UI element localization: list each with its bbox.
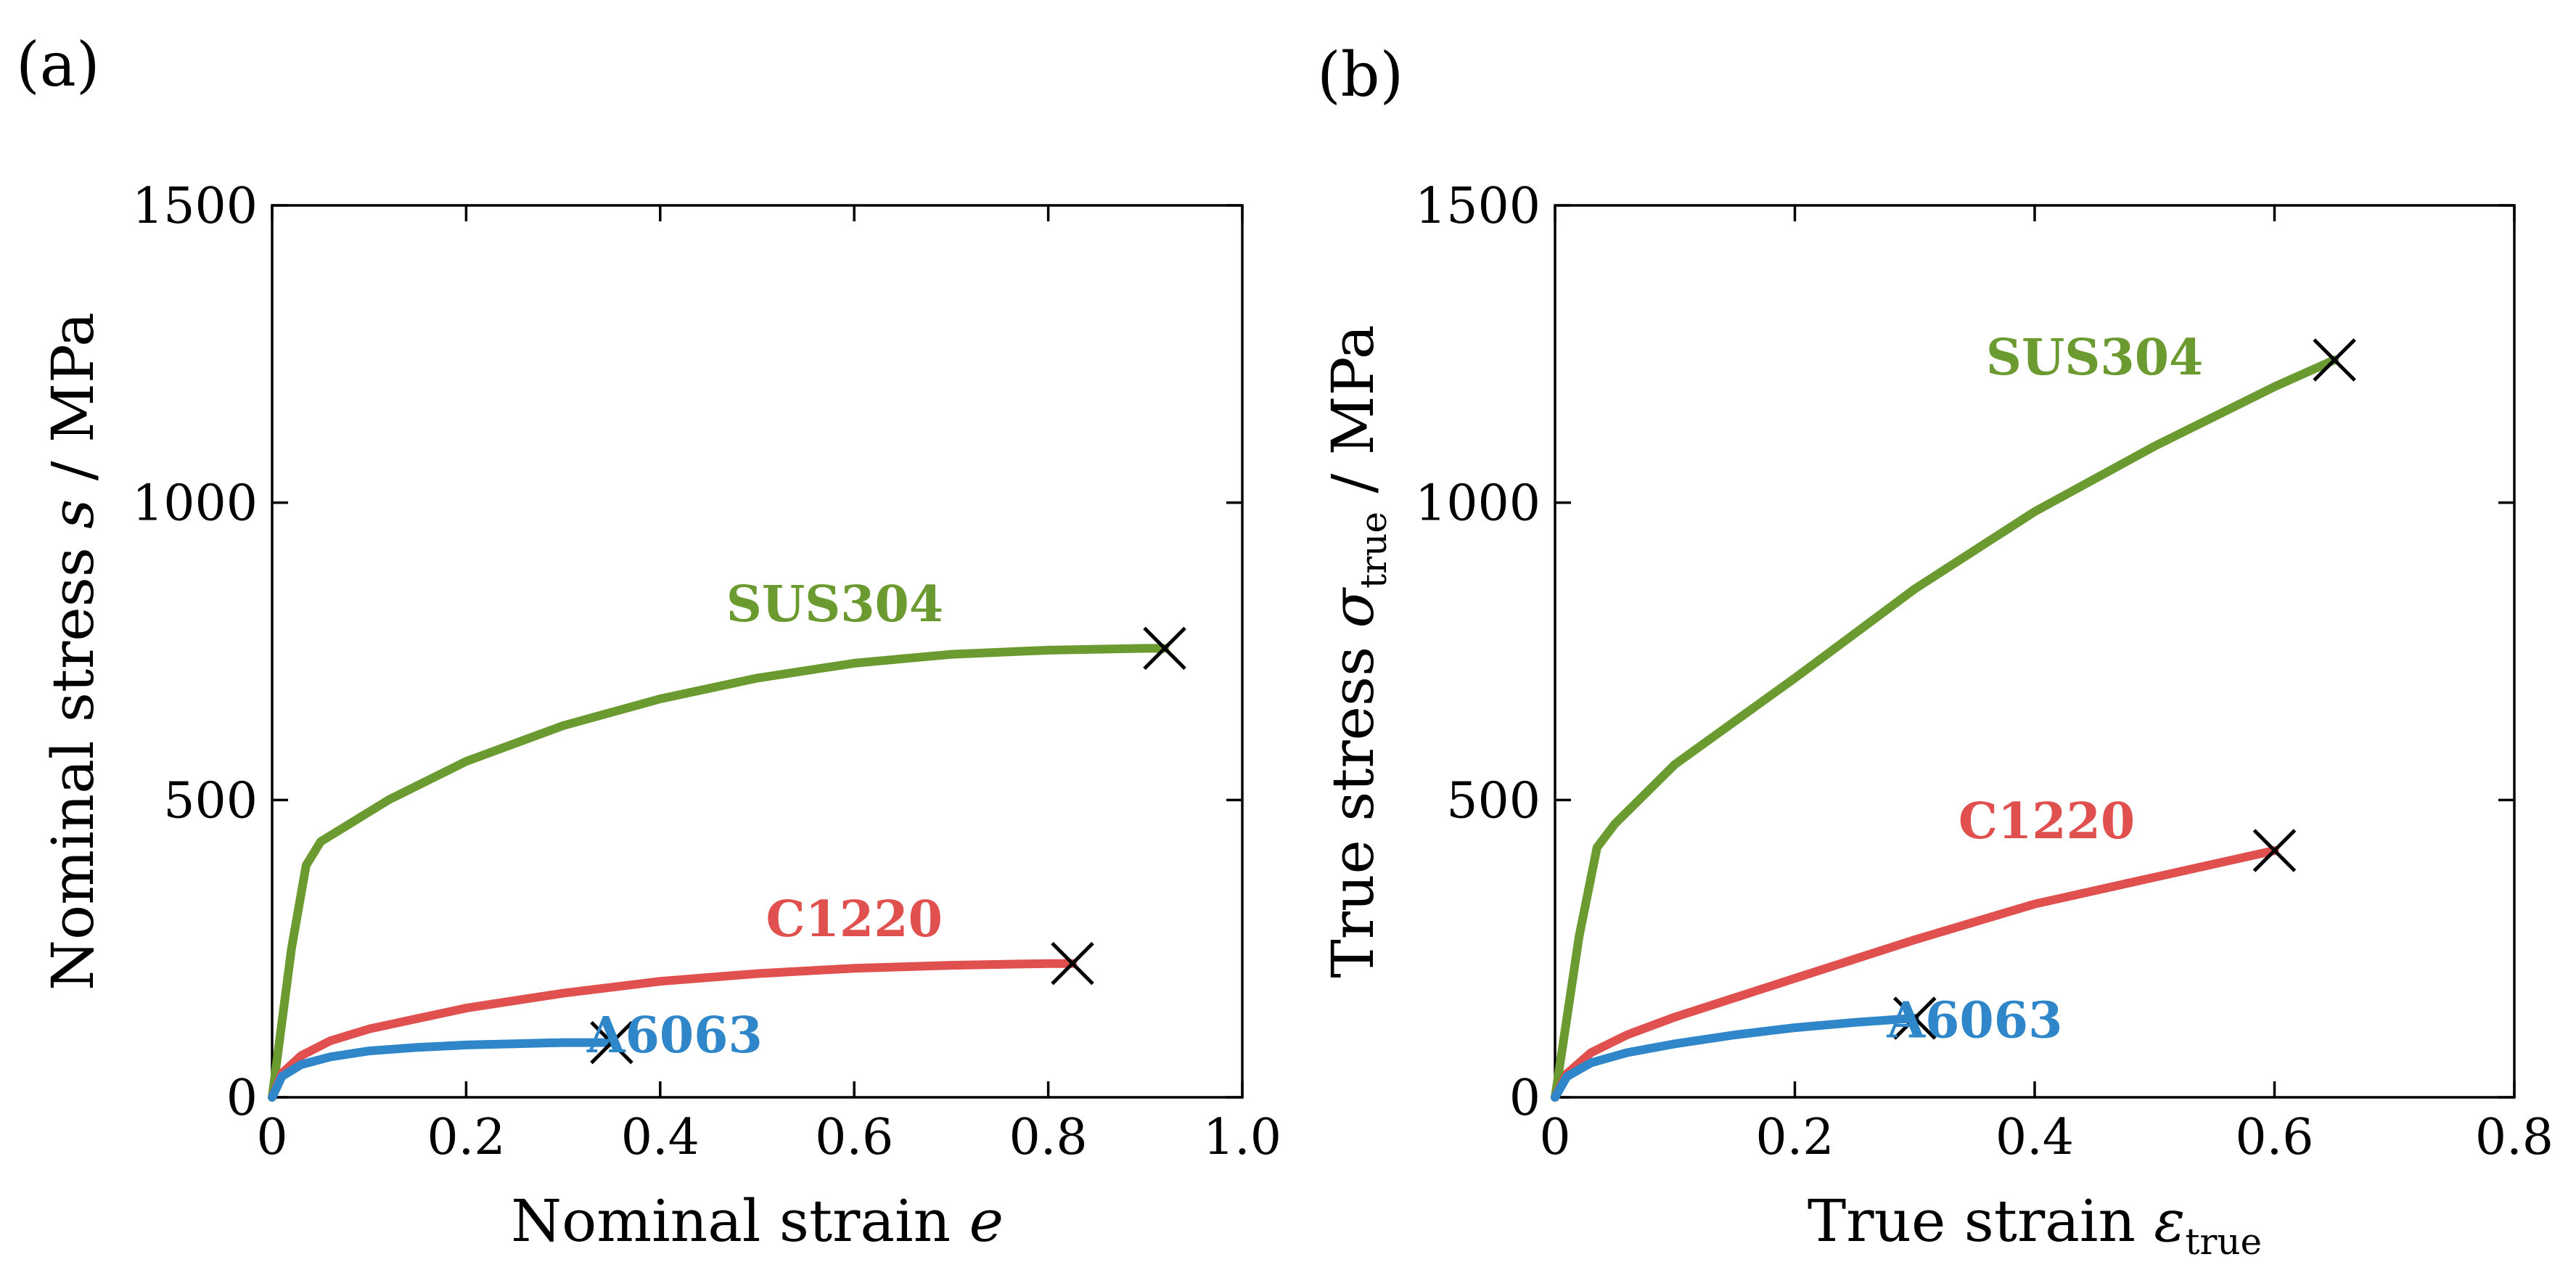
- panel-a-c1220-fracture-mark: [1051, 941, 1094, 986]
- panel-b-x-tick-label: 0.8: [2475, 1109, 2554, 1166]
- panel-b-y-tick-label: 1500: [1415, 178, 1541, 235]
- panel-b-sus304-fracture-mark: [2313, 338, 2356, 382]
- panel-a-c1220-label: C1220: [766, 890, 943, 949]
- panel-a-a6063-curve: [268, 1038, 616, 1102]
- panel-b-x-tick-label: 0.4: [1995, 1109, 2074, 1166]
- panel-a-plot-frame: [271, 204, 1244, 1099]
- panel-b-chart: (b) 0 0.2 0.4 0.6 0.8 0 500 1000 1500 True strain …: [1317, 39, 2554, 1263]
- panel-a-y-tick-label: 0: [226, 1070, 258, 1127]
- panel-a-x-tick-label: 0.8: [1009, 1109, 1088, 1166]
- panel-b-sus304-curve: [1551, 356, 2339, 1102]
- panel-a-y-axis-title: Nominal stress s / MPa: [39, 312, 107, 991]
- panel-a-sus304-curve: [268, 644, 1169, 1102]
- panel-a-x-axis-title: Nominal strain e: [511, 1187, 1004, 1255]
- panel-a-x-tick-label: 0: [256, 1109, 287, 1166]
- panel-b-c1220-curve: [1551, 846, 2279, 1102]
- panel-a-x-tick-label: 0.6: [815, 1109, 893, 1166]
- panel-b-a6063-curve: [1551, 1014, 1919, 1102]
- panel-b-x-tick-label: 0.6: [2235, 1109, 2313, 1166]
- panel-a-x-tick-label: 0.2: [427, 1109, 505, 1166]
- panel-a-x-tick-label: 1.0: [1203, 1109, 1281, 1166]
- panel-b-x-tick-label: 0.2: [1755, 1109, 1834, 1166]
- panel-a-c1220-curve: [268, 959, 1077, 1102]
- panel-b-c1220-fracture-mark: [2252, 829, 2297, 872]
- panel-a-sus304-label: SUS304: [726, 575, 943, 634]
- panel-a-a6063-label: A6063: [586, 1007, 763, 1065]
- panel-b-a6063-fracture-mark: [1892, 996, 1937, 1040]
- panel-a-chart: (a) 0 0.2 0.4 0.6 0.8 1.0 0 500 1000 1500 Nominal s…: [16, 29, 1281, 1255]
- panel-b-c1220-label: C1220: [1958, 792, 2135, 851]
- panel-b-y-tick-label: 500: [1446, 772, 1541, 830]
- panel-b-y-tick-label: 0: [1509, 1070, 1541, 1127]
- panel-a-y-tick-label: 500: [163, 772, 258, 830]
- panel-b-a6063-label: A6063: [1886, 991, 2062, 1049]
- panel-a-x-tick-label: 0.4: [621, 1109, 700, 1166]
- panel-a-y-tick-label: 1000: [132, 475, 258, 533]
- panel-b-label: (b): [1317, 39, 1403, 110]
- panel-a-a6063-fracture-mark: [590, 1020, 633, 1065]
- panel-a-y-tick-label: 1500: [132, 178, 258, 235]
- panel-b-y-axis-title: True stress σtrue / MPa: [1319, 324, 1395, 978]
- panel-b-y-tick-label: 1000: [1415, 475, 1541, 533]
- panel-b-x-axis-title: True strain εtrue: [1808, 1187, 2262, 1263]
- panel-a-label: (a): [16, 29, 100, 100]
- panel-a-sus304-fracture-mark: [1143, 626, 1186, 671]
- panel-b-x-tick-label: 0: [1539, 1109, 1570, 1166]
- panel-b-sus304-label: SUS304: [1986, 329, 2203, 387]
